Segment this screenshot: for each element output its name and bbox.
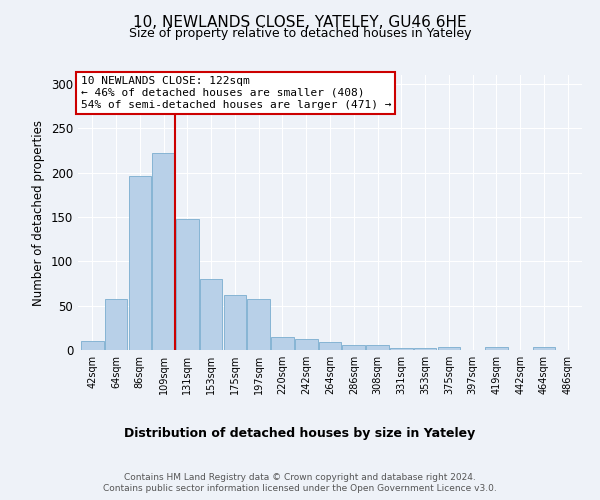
Bar bbox=[271, 336, 294, 350]
Bar bbox=[533, 348, 555, 350]
Bar bbox=[319, 342, 341, 350]
Text: Contains HM Land Registry data © Crown copyright and database right 2024.: Contains HM Land Registry data © Crown c… bbox=[124, 472, 476, 482]
Bar bbox=[247, 298, 270, 350]
Text: Distribution of detached houses by size in Yateley: Distribution of detached houses by size … bbox=[124, 428, 476, 440]
Text: 10, NEWLANDS CLOSE, YATELEY, GU46 6HE: 10, NEWLANDS CLOSE, YATELEY, GU46 6HE bbox=[133, 15, 467, 30]
Bar bbox=[176, 218, 199, 350]
Bar bbox=[105, 298, 127, 350]
Text: Contains public sector information licensed under the Open Government Licence v3: Contains public sector information licen… bbox=[103, 484, 497, 493]
Bar bbox=[128, 176, 151, 350]
Bar bbox=[295, 340, 317, 350]
Bar bbox=[390, 348, 413, 350]
Bar bbox=[366, 344, 389, 350]
Bar bbox=[152, 153, 175, 350]
Y-axis label: Number of detached properties: Number of detached properties bbox=[32, 120, 46, 306]
Bar bbox=[224, 295, 246, 350]
Text: 10 NEWLANDS CLOSE: 122sqm
← 46% of detached houses are smaller (408)
54% of semi: 10 NEWLANDS CLOSE: 122sqm ← 46% of detac… bbox=[80, 76, 391, 110]
Bar bbox=[343, 344, 365, 350]
Bar bbox=[485, 348, 508, 350]
Text: Size of property relative to detached houses in Yateley: Size of property relative to detached ho… bbox=[129, 28, 471, 40]
Bar bbox=[437, 348, 460, 350]
Bar bbox=[81, 341, 104, 350]
Bar bbox=[414, 348, 436, 350]
Bar bbox=[200, 279, 223, 350]
